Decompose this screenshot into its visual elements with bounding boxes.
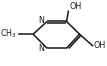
Text: N: N [38, 16, 44, 25]
Text: N: N [38, 44, 44, 53]
Text: OH: OH [69, 2, 82, 11]
Text: CH$_3$: CH$_3$ [1, 28, 17, 40]
Text: OH: OH [93, 41, 106, 50]
